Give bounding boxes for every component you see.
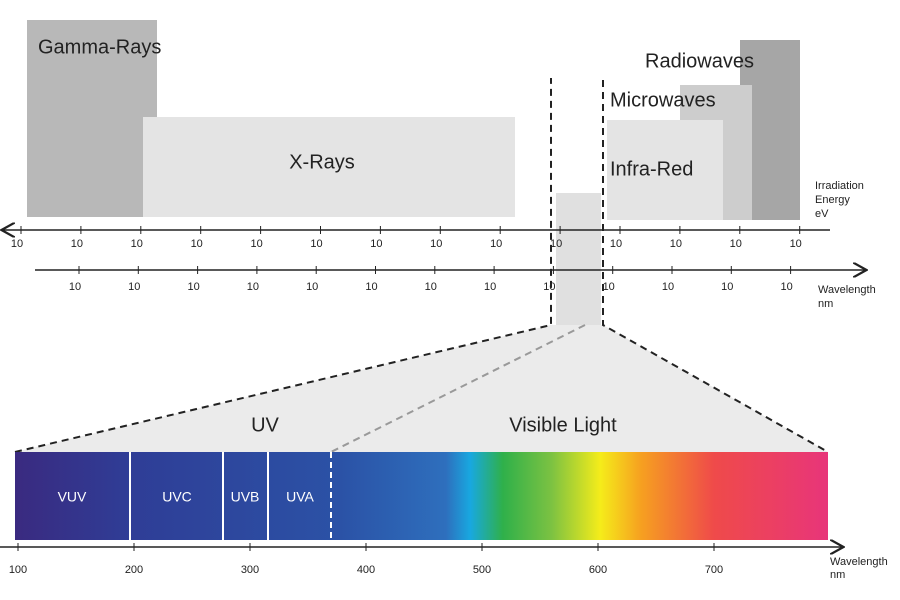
wavelength-tick-label: 10 xyxy=(365,281,377,293)
xray-label: X-Rays xyxy=(289,151,355,173)
energy-axis-label: eV xyxy=(815,208,829,220)
zoom-area xyxy=(15,325,828,452)
energy-axis-label: Energy xyxy=(815,194,850,206)
wavelength-axis-label: Wavelength xyxy=(818,284,876,296)
wavelength-tick-label: 10 xyxy=(780,281,792,293)
spectrum-tick-label: 500 xyxy=(473,564,491,576)
gamma-label: Gamma-Rays xyxy=(38,36,161,58)
visible-label: Visible Light xyxy=(509,414,617,436)
energy-tick-label: 10 xyxy=(250,238,262,250)
wavelength-tick-label: 10 xyxy=(306,281,318,293)
energy-tick-label: 10 xyxy=(790,238,802,250)
wavelength-tick-label: 10 xyxy=(247,281,259,293)
wavelength-tick-label: 10 xyxy=(543,281,555,293)
band-label: VUV xyxy=(58,489,87,505)
regions: Gamma-Rays X-Rays Radiowaves Microwaves … xyxy=(27,20,800,325)
visible-box xyxy=(556,193,601,325)
wavelength-tick-label: 10 xyxy=(484,281,496,293)
spectrum-axis-label: Wavelength xyxy=(830,556,888,568)
energy-tick-label: 10 xyxy=(11,238,23,250)
xray-box xyxy=(143,117,515,217)
band-label: UVB xyxy=(231,489,260,505)
radio-label: Radiowaves xyxy=(645,50,754,72)
wavelength-tick-label: 10 xyxy=(69,281,81,293)
wavelength-tick-label: 10 xyxy=(187,281,199,293)
zoom-lines xyxy=(14,78,829,453)
wavelength-tick-label: 10 xyxy=(128,281,140,293)
energy-tick-label: 10 xyxy=(730,238,742,250)
uv-label: UV xyxy=(251,414,279,436)
energy-tick-label: 10 xyxy=(71,238,83,250)
spectrum-tick-label: 600 xyxy=(589,564,607,576)
wavelength-tick-label: 10 xyxy=(662,281,674,293)
energy-axis-label: Irradiation xyxy=(815,180,864,192)
wavelength-tick-label: 10 xyxy=(603,281,615,293)
wavelength-tick-label: 10 xyxy=(721,281,733,293)
spectrum-axis-label: nm xyxy=(830,569,845,581)
wavelength-tick-label: 10 xyxy=(425,281,437,293)
spectrum-tick-label: 200 xyxy=(125,564,143,576)
energy-tick-label: 10 xyxy=(490,238,502,250)
band-label: UVC xyxy=(162,489,192,505)
energy-tick-label: 10 xyxy=(610,238,622,250)
infrared-box xyxy=(607,120,723,220)
spectrum-tick-label: 400 xyxy=(357,564,375,576)
energy-tick-label: 10 xyxy=(310,238,322,250)
infrared-label: Infra-Red xyxy=(610,158,693,180)
energy-tick-label: 10 xyxy=(670,238,682,250)
energy-tick-label: 10 xyxy=(131,238,143,250)
energy-tick-label: 10 xyxy=(370,238,382,250)
wavelength-axis-label: nm xyxy=(818,298,833,310)
spectrum-tick-label: 700 xyxy=(705,564,723,576)
energy-tick-label: 10 xyxy=(191,238,203,250)
band-dividers xyxy=(129,452,269,540)
micro-label: Microwaves xyxy=(610,89,716,111)
spectrum-tick-label: 300 xyxy=(241,564,259,576)
energy-tick-label: 10 xyxy=(430,238,442,250)
spectrum-tick-label: 100 xyxy=(9,564,27,576)
gamma-box xyxy=(27,20,157,217)
spectrum xyxy=(15,452,828,540)
band-label: UVA xyxy=(286,489,314,505)
energy-tick-label: 10 xyxy=(550,238,562,250)
